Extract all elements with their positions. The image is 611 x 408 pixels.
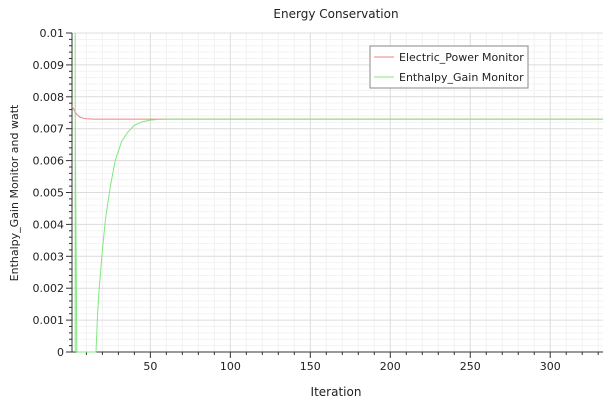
y-tick-label: 0.004 [33, 218, 65, 231]
series-line-enthalpy-gain [74, 33, 603, 353]
y-tick-label: 0.01 [40, 27, 65, 40]
x-tick-label: 250 [460, 360, 481, 373]
legend-box [369, 45, 529, 89]
y-tick-label: 0.001 [33, 314, 65, 327]
y-tick-label: 0.002 [33, 282, 65, 295]
y-tick-label: 0 [57, 346, 64, 359]
y-tick-label: 0.006 [33, 155, 65, 168]
legend-label-enthalpy-gain: Enthalpy_Gain Monitor [399, 71, 524, 84]
y-tick-label: 0.005 [33, 187, 65, 200]
x-tick-label: 100 [220, 360, 241, 373]
grid-layer [72, 32, 603, 353]
x-tick-label: 300 [540, 360, 561, 373]
y-tick-label: 0.007 [33, 123, 65, 136]
legend: Electric_Power Monitor Enthalpy_Gain Mon… [369, 45, 529, 89]
x-tick-label: 200 [380, 360, 401, 373]
series-layer [71, 33, 603, 353]
y-axis-label: Enthalpy_Gain Monitor and watt [8, 104, 21, 281]
y-tick-label: 0.008 [33, 91, 65, 104]
x-tick-label: 50 [143, 360, 157, 373]
x-tick-label: 150 [300, 360, 321, 373]
axes-layer: 0 0.001 0.002 0.003 0.004 0.005 0.006 0.007 0.00… [33, 27, 603, 373]
y-tick-label: 0.009 [33, 59, 65, 72]
x-axis-label: Iteration [311, 385, 362, 399]
legend-label-electric-power: Electric_Power Monitor [399, 51, 524, 64]
chart-title: Energy Conservation [273, 7, 398, 21]
y-tick-label: 0.003 [33, 250, 65, 263]
